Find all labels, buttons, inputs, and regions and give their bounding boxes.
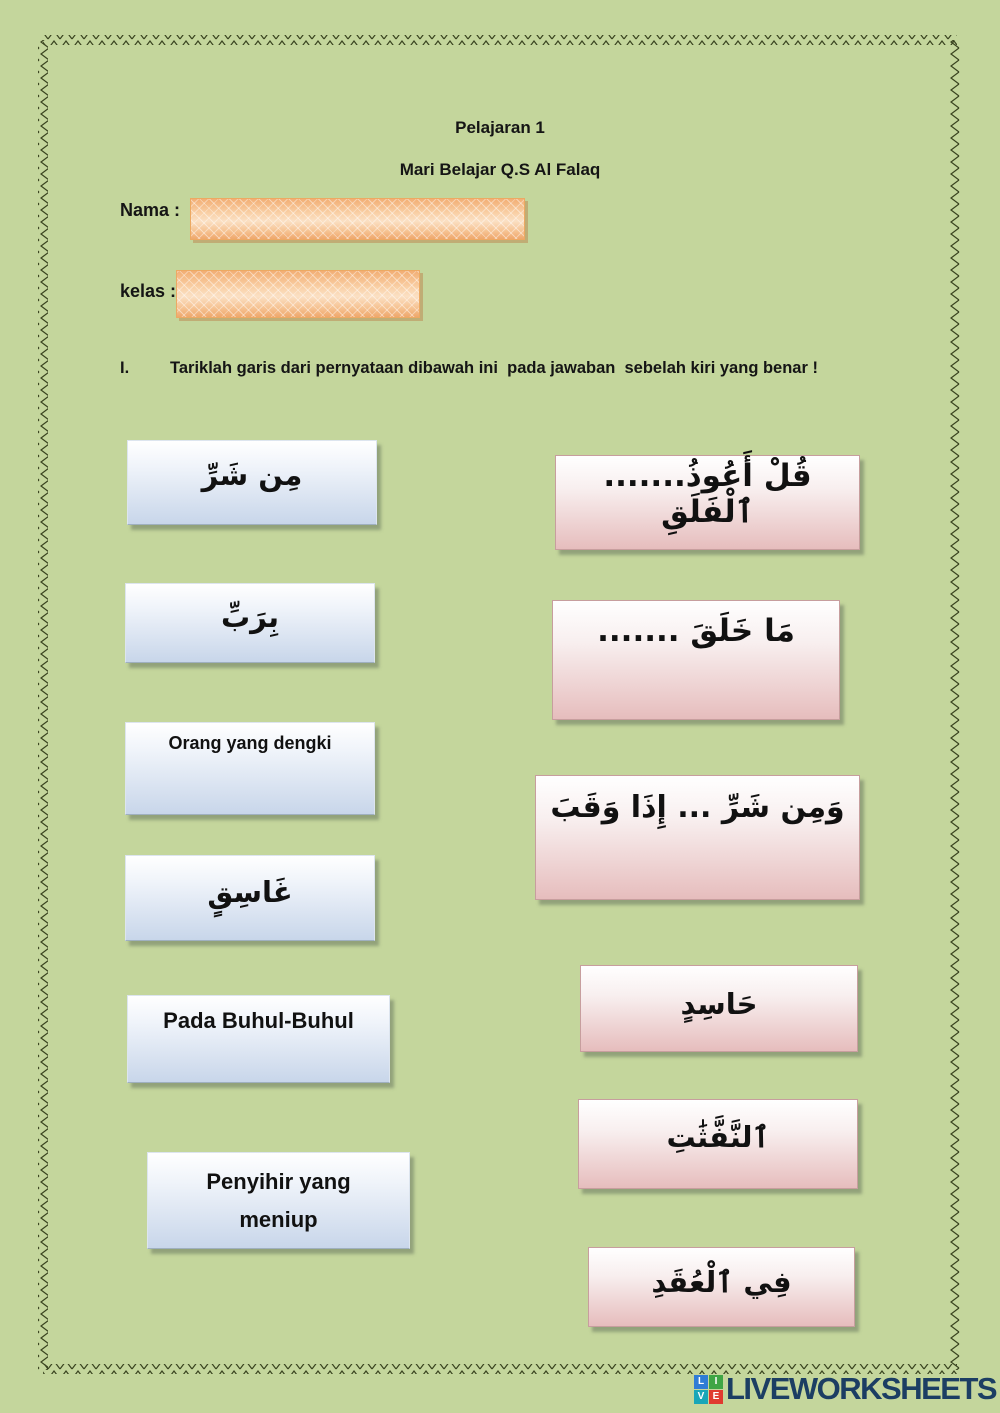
worksheet-title: Mari Belajar Q.S Al Falaq xyxy=(399,160,601,179)
logo-square-v: V xyxy=(694,1389,708,1404)
nama-label: Nama : xyxy=(120,200,181,220)
logo-square-l: L xyxy=(694,1374,708,1389)
match-item-left[interactable]: بِرَبِّ xyxy=(125,583,375,663)
match-item-left[interactable]: غَاسِقٍ xyxy=(125,855,375,941)
match-item-left[interactable]: Orang yang dengki xyxy=(125,722,375,815)
match-item-right[interactable]: مَا خَلَقَ ....... xyxy=(552,600,840,720)
instruction-numeral: I. xyxy=(120,359,130,377)
kelas-label: kelas : xyxy=(120,281,177,301)
instruction-text: Tariklah garis dari pernyataan dibawah i… xyxy=(170,359,818,377)
match-item-right[interactable]: حَاسِدٍ xyxy=(580,965,858,1052)
match-item-right[interactable]: قُلْ أَعُوذُ....... ٱلْفَلَقِ xyxy=(555,455,860,550)
match-item-right[interactable]: فِي ٱلْعُقَدِ xyxy=(588,1247,855,1327)
instruction: I. Tariklah garis dari pernyataan dibawa… xyxy=(120,359,818,378)
liveworksheets-logo-squares: L I V E xyxy=(694,1374,723,1404)
match-item-left[interactable]: مِن شَرِّ xyxy=(127,440,377,525)
match-item-right[interactable]: وَمِن شَرِّ ... إِذَا وَقَبَ xyxy=(535,775,860,900)
liveworksheets-logo-text: LIVEWORKSHEETS xyxy=(726,1371,998,1406)
lesson-number: Pelajaran 1 xyxy=(455,118,545,137)
nama-input[interactable] xyxy=(190,198,525,240)
kelas-input[interactable] xyxy=(176,270,420,318)
match-item-left[interactable]: Penyihir yang meniup xyxy=(147,1152,410,1249)
match-item-left[interactable]: Pada Buhul-Buhul xyxy=(127,995,390,1083)
logo-square-e: E xyxy=(709,1389,723,1404)
match-item-right[interactable]: ٱلنَّفَّثَٰتِ xyxy=(578,1099,858,1189)
logo-square-i: I xyxy=(709,1374,723,1389)
liveworksheets-logo[interactable]: L I V E LIVEWORKSHEETS xyxy=(694,1371,998,1407)
